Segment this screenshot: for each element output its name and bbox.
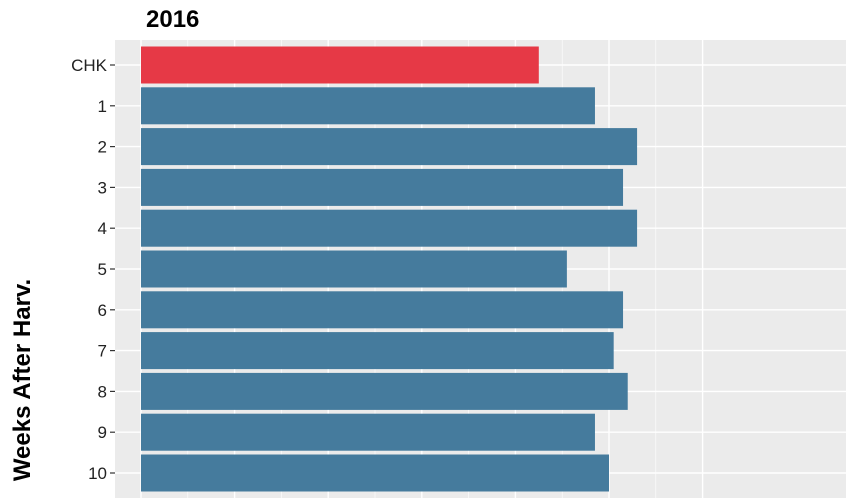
bar-4 xyxy=(141,209,638,247)
y-ticks-group: CHK 1 2 3 4 5 6 7 8 9 10 xyxy=(71,56,115,483)
y-tick-label-3: 3 xyxy=(98,178,107,197)
y-tick-label-7: 7 xyxy=(98,342,107,361)
y-tick-label-6: 6 xyxy=(98,301,107,320)
y-tick-label-8: 8 xyxy=(98,382,107,401)
chart-title: 2016 xyxy=(146,6,199,33)
y-tick-label-5: 5 xyxy=(98,260,107,279)
bar-1 xyxy=(141,87,595,125)
y-tick-label-10: 10 xyxy=(88,464,107,483)
bar-3 xyxy=(141,168,624,206)
bar-8 xyxy=(141,372,628,410)
y-tick-label-4: 4 xyxy=(98,219,107,238)
bar-6 xyxy=(141,291,624,329)
y-tick-label-2: 2 xyxy=(98,138,107,157)
bar-9 xyxy=(141,413,595,451)
bar-5 xyxy=(141,250,567,288)
y-tick-label-9: 9 xyxy=(98,423,107,442)
bar-CHK xyxy=(141,46,539,84)
bar-2 xyxy=(141,128,638,166)
bar-10 xyxy=(141,454,609,492)
y-tick-label-1: 1 xyxy=(98,97,107,116)
bars-group xyxy=(141,46,638,492)
y-axis-label: Weeks After Harv. xyxy=(9,279,36,481)
y-tick-label-CHK: CHK xyxy=(71,56,108,75)
bar-7 xyxy=(141,332,614,370)
